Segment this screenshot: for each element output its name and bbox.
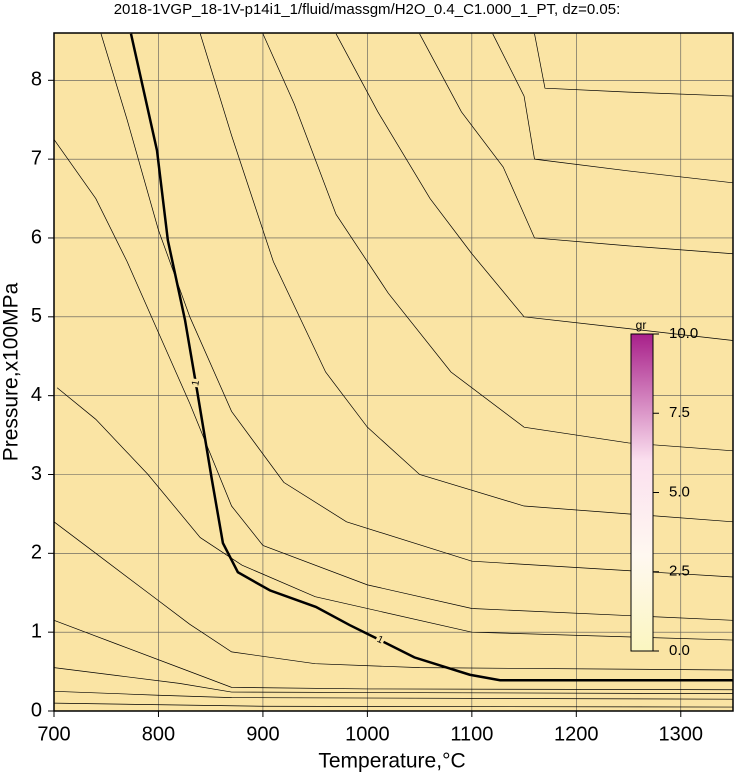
- colorbar-label: gr: [636, 318, 647, 332]
- contour-line: [53, 690, 734, 700]
- x-tick-label: 800: [142, 723, 175, 745]
- contour-line: [53, 702, 734, 708]
- y-tick-label: 4: [31, 384, 42, 406]
- colorbar-tick-label: 0.0: [669, 642, 690, 659]
- x-axis-label: Temperature,°C: [318, 750, 465, 773]
- x-tick-label: 1100: [450, 723, 493, 745]
- frame: [53, 32, 734, 712]
- plot-background: [54, 33, 733, 711]
- x-tick-label: 700: [37, 723, 70, 745]
- contour-line: [53, 139, 734, 621]
- y-tick-label: 0: [31, 699, 42, 721]
- y-tick-label: 8: [31, 69, 42, 91]
- y-tick-label: 1: [31, 620, 42, 642]
- y-tick-label: 2: [31, 542, 42, 564]
- chart-title: 2018-1VGP_18-1V-p14i1_1/fluid/massgm/H2O…: [114, 1, 621, 18]
- y-tick-label: 6: [31, 226, 42, 248]
- colorbar-tick-label: 2.5: [669, 563, 690, 580]
- contour-line: [100, 33, 734, 578]
- y-tick-label: 5: [31, 305, 42, 327]
- contour-label-bg: [190, 378, 202, 388]
- contour-line: [262, 33, 734, 452]
- contour-label: 1: [375, 634, 385, 647]
- contour-line: [335, 33, 734, 341]
- contour-line: [534, 33, 734, 97]
- contour-line: [492, 33, 734, 184]
- contours: 11: [53, 33, 734, 708]
- x-tick-label: 1300: [659, 723, 704, 745]
- colorbar: [630, 333, 654, 652]
- y-tick-label: 3: [31, 463, 42, 485]
- x-tick-label: 1000: [345, 723, 390, 745]
- y-tick-label: 7: [31, 147, 42, 169]
- contour-label: 1: [190, 379, 202, 387]
- contour-label-bg: [374, 633, 386, 647]
- contour-line: [419, 33, 734, 255]
- contour-line: [53, 521, 734, 671]
- x-tick-label: 1200: [554, 723, 599, 745]
- x-tick-label: 900: [246, 723, 279, 745]
- colorbar-tick-label: 10.0: [669, 325, 698, 342]
- colorbar-tick-label: 7.5: [669, 404, 690, 421]
- colorbar-tick-label: 5.0: [669, 483, 690, 500]
- contour-line: [53, 620, 734, 691]
- contour-line: [53, 667, 734, 695]
- y-axis-label: Pressure,x100MPa: [0, 282, 23, 461]
- contour-line: [56, 387, 734, 641]
- contour-line: [199, 33, 734, 523]
